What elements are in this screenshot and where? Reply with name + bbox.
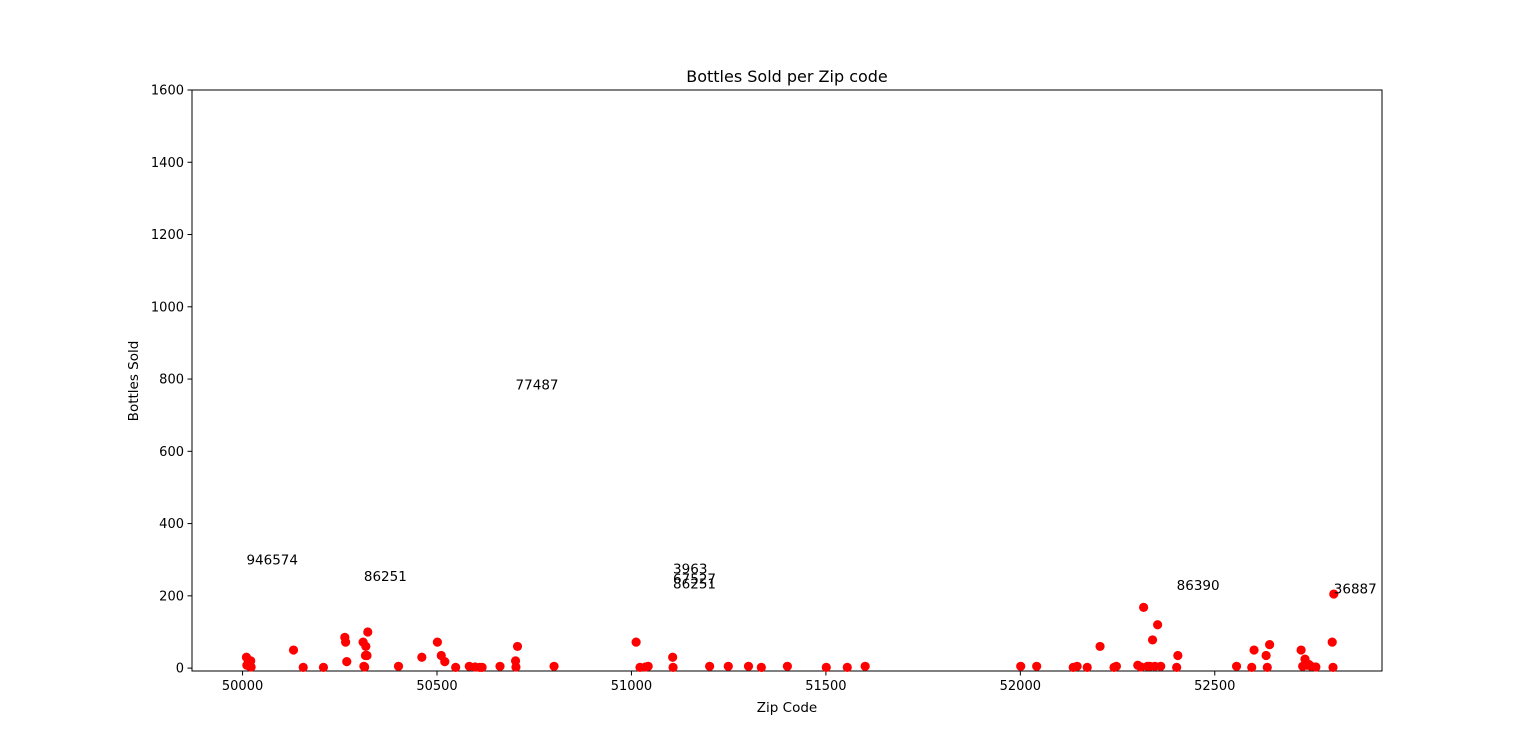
data-point: [643, 661, 653, 671]
chart-title: Bottles Sold per Zip code: [686, 67, 888, 86]
data-point: [511, 662, 521, 672]
annotation-label: 77487: [516, 377, 559, 393]
annotation-label: 3963: [673, 562, 707, 578]
data-point: [495, 661, 505, 671]
data-point: [1262, 662, 1272, 672]
annotation-label: 86251: [364, 569, 407, 585]
data-point: [1231, 661, 1242, 671]
data-point: [298, 662, 308, 672]
data-point: [1032, 661, 1042, 671]
y-tick-label: 1200: [151, 228, 184, 243]
plot-area: 50000 50500 51000 51500 52000 52500 0 200 400 600…: [151, 84, 1383, 694]
data-point: [361, 641, 371, 652]
data-point: [1095, 641, 1105, 652]
x-axis-label: Zip Code: [757, 700, 817, 716]
x-tick-label: 52000: [1000, 679, 1041, 694]
data-point: [1139, 602, 1149, 613]
data-point: [1156, 661, 1166, 671]
annotation-label: 86390: [1177, 578, 1220, 594]
data-point: [1261, 650, 1271, 661]
data-point: [782, 661, 792, 671]
data-point: [342, 657, 352, 667]
data-point: [1327, 637, 1337, 647]
y-tick-label: 1600: [151, 84, 184, 99]
data-point: [1296, 645, 1306, 655]
y-axis-label: Bottles Sold: [126, 341, 142, 422]
x-tick-label: 51500: [805, 679, 846, 694]
data-point: [756, 662, 766, 672]
data-point: [451, 662, 461, 672]
data-point: [549, 661, 559, 671]
data-point: [1311, 662, 1321, 672]
annotation-label: 36887: [1334, 582, 1377, 598]
x-tick-label: 52500: [1194, 679, 1235, 694]
y-tick-label: 0: [176, 662, 184, 677]
data-point: [341, 637, 351, 647]
data-point: [631, 637, 641, 647]
data-point: [1082, 662, 1092, 672]
y-tick-label: 200: [159, 589, 184, 604]
data-point: [1247, 662, 1257, 672]
data-point: [1328, 662, 1338, 672]
x-tick-label: 51000: [611, 679, 652, 694]
x-tick-label: 50500: [416, 679, 457, 694]
y-tick-label: 1400: [151, 156, 184, 171]
y-tick-label: 1000: [151, 300, 184, 315]
data-point: [668, 652, 678, 662]
data-point: [743, 661, 754, 671]
annotation-label: 946574: [246, 553, 298, 569]
data-point: [723, 661, 733, 671]
data-point: [477, 662, 487, 672]
data-point: [860, 661, 870, 671]
data-point: [705, 661, 715, 671]
data-point: [363, 627, 373, 637]
data-point: [417, 652, 427, 662]
annotation-label: 86251: [673, 577, 716, 593]
data-point: [432, 637, 442, 647]
data-point: [288, 645, 299, 655]
data-point: [246, 662, 256, 672]
data-point: [1016, 661, 1026, 671]
data-point: [1153, 620, 1163, 630]
data-point: [1147, 635, 1158, 645]
data-point: [1173, 650, 1183, 661]
data-point: [440, 657, 450, 667]
data-point: [842, 662, 852, 672]
axes-frame: [191, 89, 1383, 672]
data-point: [393, 661, 404, 671]
y-tick-label: 400: [159, 517, 184, 532]
data-point: [1172, 662, 1182, 672]
data-point: [1329, 589, 1339, 599]
data-point: [1111, 661, 1121, 671]
data-point: [512, 641, 523, 652]
annotation-label: 67527: [673, 572, 716, 588]
data-point: [1265, 640, 1275, 650]
data-point: [1249, 645, 1259, 655]
y-tick-label: 800: [159, 373, 184, 388]
data-point: [360, 662, 370, 672]
data-point: [821, 662, 831, 672]
x-tick-label: 50000: [222, 679, 263, 694]
data-point: [1072, 661, 1082, 671]
data-point: [318, 662, 329, 672]
data-point: [362, 650, 372, 661]
y-tick-label: 600: [159, 445, 184, 460]
data-point: [668, 662, 678, 672]
